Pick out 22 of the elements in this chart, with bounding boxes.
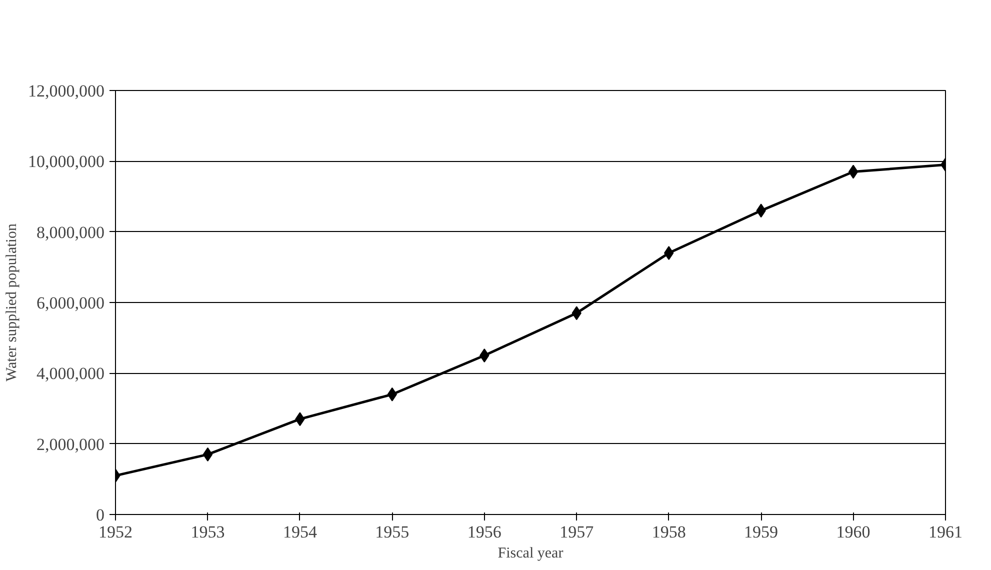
x-tick-label: 1960: [836, 522, 870, 542]
x-tick-label: 1953: [190, 522, 225, 542]
point: [480, 348, 490, 362]
y-tick-label: 12,000,000: [28, 82, 104, 100]
x-tick-label: 1954: [282, 522, 318, 542]
y-tick-label: 8,000,000: [36, 222, 104, 242]
x-tick-label: 1955: [375, 522, 410, 542]
y-tick-label: 6,000,000: [36, 294, 104, 312]
x-tick-label: 1952: [98, 522, 132, 542]
y-tick-label: 4,000,000: [36, 364, 104, 384]
y-tick-label: 0: [96, 506, 104, 524]
x-tick-label: 1961: [928, 522, 962, 542]
point: [202, 447, 213, 462]
x-tick-label: 1959: [744, 522, 778, 542]
y-tick-label: 10,000,000: [28, 152, 104, 172]
y-tick-label: 2,000,000: [36, 434, 104, 454]
x-tick-label: 1957: [560, 522, 594, 542]
point: [848, 164, 858, 179]
x-tick-label: 1956: [467, 522, 502, 542]
y-axis-title: Water supplied population: [4, 223, 20, 382]
x-axis-title: Fiscal year: [498, 546, 564, 562]
x-tick-label: 1958: [652, 522, 686, 542]
